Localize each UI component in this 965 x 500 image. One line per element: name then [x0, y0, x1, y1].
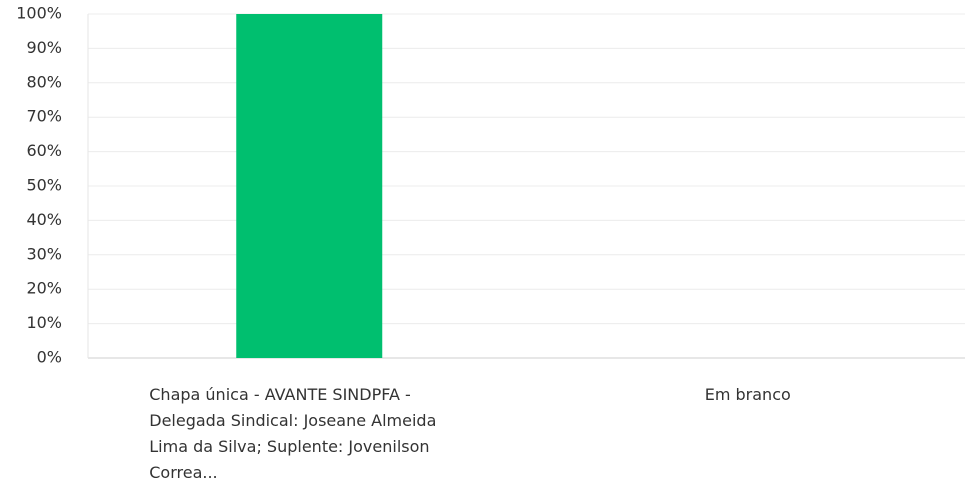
y-tick-label: 90% [26, 38, 62, 57]
y-tick-label: 70% [26, 107, 62, 126]
x-tick-label: Em branco [704, 385, 791, 404]
y-tick-label: 80% [26, 72, 62, 91]
y-tick-label: 60% [26, 141, 62, 160]
y-tick-label: 10% [26, 313, 62, 332]
x-tick-label: Chapa única - AVANTE SINDPFA - Delegada … [149, 385, 437, 482]
y-tick-label: 40% [26, 210, 62, 229]
bar [236, 14, 383, 358]
y-tick-label: 20% [26, 279, 62, 298]
y-tick-label: 50% [26, 176, 62, 195]
y-tick-label: 0% [37, 348, 62, 367]
y-tick-label: 100% [16, 4, 62, 23]
y-tick-label: 30% [26, 244, 62, 263]
